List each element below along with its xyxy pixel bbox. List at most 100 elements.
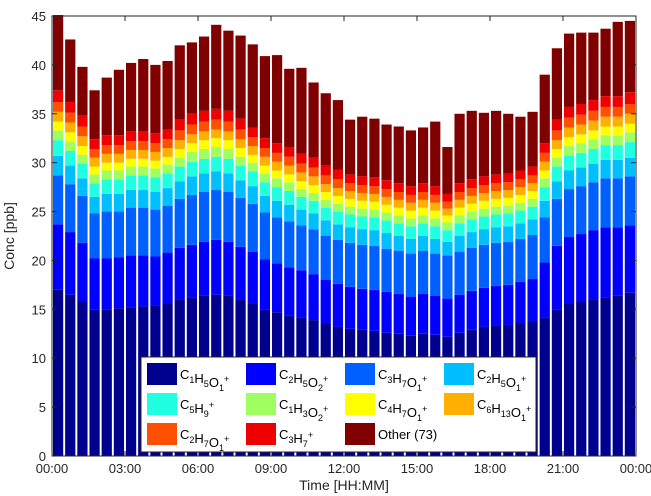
bar-segment	[211, 108, 222, 120]
bar-segment	[430, 218, 441, 227]
bar-segment	[600, 106, 611, 117]
bar-segment	[369, 217, 380, 231]
bar-segment	[332, 195, 344, 204]
bar-segment	[223, 173, 234, 192]
bar-segment	[52, 289, 64, 456]
bar-segment	[454, 223, 465, 236]
bar-segment	[478, 229, 490, 245]
y-tick-label: 0	[39, 449, 46, 464]
bar-segment	[612, 295, 623, 456]
bar-segment	[563, 236, 575, 304]
bar-segment	[162, 148, 173, 157]
bar-segment	[417, 250, 429, 294]
bar-segment	[588, 139, 599, 149]
bar-segment	[77, 178, 88, 196]
bar-segment	[539, 317, 550, 456]
bar-segment	[259, 156, 271, 166]
bar-segment	[466, 203, 477, 212]
y-axis-label: Conc [ppb]	[1, 202, 17, 270]
bar-segment	[174, 148, 185, 158]
bar-segment	[576, 152, 587, 168]
bar-segment	[211, 156, 222, 172]
bar-segment	[52, 121, 64, 131]
bar-segment	[150, 151, 161, 161]
bar-segment	[624, 176, 636, 226]
bar-segment	[405, 202, 417, 211]
bar-segment	[150, 168, 161, 178]
bar-segment	[527, 206, 538, 220]
legend-swatch	[246, 423, 276, 445]
bar-segment	[284, 182, 295, 192]
bar-segment	[417, 183, 429, 192]
bar-segment	[77, 136, 88, 147]
bar-segment	[223, 131, 234, 141]
bar-segment	[417, 223, 429, 236]
bar-segment	[77, 163, 88, 179]
bar-segment	[125, 149, 137, 159]
bar-segment	[442, 222, 453, 231]
bar-segment	[89, 309, 100, 456]
bar-segment	[186, 134, 198, 144]
bar-segment	[174, 130, 185, 141]
bar-segment	[113, 257, 125, 309]
bar-segment	[503, 205, 514, 214]
bar-segment	[369, 289, 380, 331]
bar-segment	[271, 263, 283, 313]
bar-segment	[503, 226, 514, 242]
bar-segment	[503, 197, 514, 206]
bar-segment	[89, 166, 100, 175]
bar-segment	[125, 190, 137, 208]
bar-segment	[174, 157, 185, 167]
bar-segment	[466, 195, 477, 204]
legend-label: C4H7O1+	[378, 397, 427, 423]
bar-segment	[576, 143, 587, 153]
bar-segment	[247, 203, 258, 252]
bar-segment	[515, 223, 526, 239]
bar-segment	[551, 181, 563, 199]
bar-segment	[65, 132, 76, 142]
bar-segment	[381, 180, 392, 190]
bar-segment	[332, 239, 344, 284]
bar-segment	[174, 247, 185, 300]
bar-segment	[393, 207, 404, 216]
bar-segment	[624, 157, 636, 177]
bar-segment	[393, 223, 404, 236]
bar-segment	[211, 147, 222, 157]
bar-segment	[138, 207, 149, 256]
bar-segment	[393, 199, 404, 208]
bar-segment	[247, 162, 258, 172]
bar-segment	[344, 227, 356, 243]
bar-segment	[247, 154, 258, 163]
bar-segment	[150, 177, 161, 192]
bar-segment	[271, 217, 283, 264]
bar-segment	[186, 194, 198, 245]
bar-segment	[588, 32, 599, 101]
bar-segment	[65, 141, 76, 151]
bar-segment	[308, 176, 319, 186]
bar-segment	[576, 134, 587, 144]
legend-swatch	[147, 393, 177, 415]
bar-segment	[357, 244, 368, 289]
bar-segment	[624, 104, 636, 114]
bar-segment	[624, 142, 636, 158]
bar-segment	[612, 159, 623, 179]
bar-segment	[503, 173, 514, 183]
bar-segment	[198, 241, 210, 296]
x-tick-label: 09:00	[255, 461, 288, 476]
bar-segment	[296, 189, 307, 197]
bar-segment	[466, 211, 477, 220]
bar-segment	[284, 221, 295, 268]
bar-segment	[65, 122, 76, 133]
bar-segment	[588, 148, 599, 164]
y-tick-label: 10	[32, 351, 46, 366]
bar-segment	[381, 220, 392, 234]
bar-segment	[211, 119, 222, 130]
bar-segment	[284, 267, 295, 316]
bar-segment	[247, 186, 258, 204]
y-tick-label: 30	[32, 156, 46, 171]
bar-segment	[527, 183, 538, 192]
legend-label: C2H7O1+	[180, 427, 229, 453]
bar-segment	[344, 214, 356, 228]
bar-segment	[551, 157, 563, 167]
bar-segment	[259, 173, 271, 183]
